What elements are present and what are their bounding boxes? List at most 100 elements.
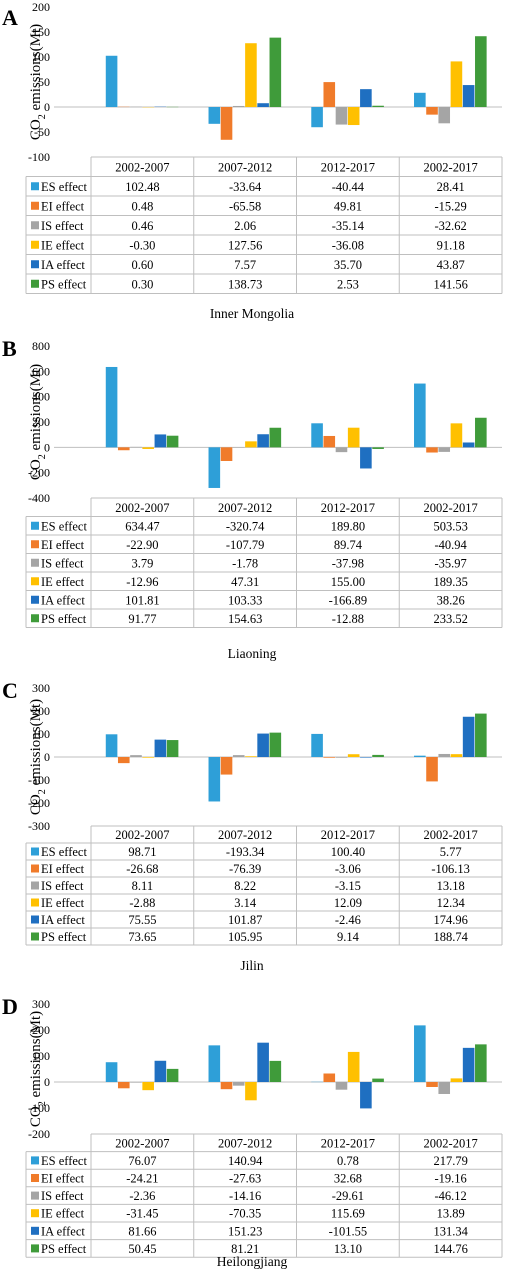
bar-ei-effect bbox=[221, 107, 233, 140]
table-value-cell: -70.35 bbox=[229, 1207, 261, 1221]
legend-swatch bbox=[31, 577, 39, 585]
bar-ie-effect bbox=[142, 757, 154, 758]
legend-entry: IA effect bbox=[41, 913, 85, 927]
table-value-cell: -166.89 bbox=[329, 593, 368, 607]
bar-ie-effect bbox=[348, 1052, 360, 1082]
table-value-cell: 154.63 bbox=[228, 612, 262, 626]
table-value-cell: -46.12 bbox=[434, 1189, 466, 1203]
panel-caption: Inner Mongolia bbox=[210, 306, 294, 321]
bar-ia-effect bbox=[360, 447, 372, 468]
table-value-cell: 174.96 bbox=[433, 913, 467, 927]
y-axis-title-part: emissions(Mt) bbox=[28, 1011, 44, 1101]
table-value-cell: 138.73 bbox=[228, 277, 262, 291]
table-header-cell: 2007-2012 bbox=[218, 1136, 272, 1150]
y-tick-label: 0 bbox=[44, 440, 50, 454]
bar-ie-effect bbox=[245, 1082, 257, 1100]
bar-ei-effect bbox=[426, 447, 438, 452]
table-value-cell: -12.88 bbox=[332, 612, 364, 626]
table-value-cell: 35.70 bbox=[334, 258, 362, 272]
legend-swatch bbox=[31, 241, 39, 249]
legend-swatch bbox=[31, 280, 39, 288]
table-value-cell: -2.46 bbox=[335, 913, 361, 927]
table-value-cell: -19.16 bbox=[434, 1172, 466, 1186]
bar-es-effect bbox=[414, 1025, 426, 1082]
bar-ia-effect bbox=[155, 1061, 167, 1082]
legend-swatch bbox=[31, 1227, 39, 1235]
legend-entry: EI effect bbox=[41, 862, 85, 876]
table-value-cell: 91.77 bbox=[128, 612, 156, 626]
bar-is-effect bbox=[336, 757, 348, 758]
legend-entry: EI effect bbox=[41, 538, 85, 552]
bar-es-effect bbox=[209, 447, 221, 488]
table-header-cell: 2012-2017 bbox=[321, 828, 375, 842]
legend-entry: PS effect bbox=[41, 1242, 87, 1256]
table-value-cell: 81.66 bbox=[128, 1224, 156, 1238]
y-axis-title-part: emissions(Mt) bbox=[28, 699, 44, 789]
table-value-cell: 105.95 bbox=[228, 930, 262, 944]
bar-ie-effect bbox=[451, 1078, 463, 1082]
legend-swatch bbox=[31, 596, 39, 604]
bar-is-effect bbox=[233, 1082, 245, 1086]
bar-is-effect bbox=[438, 1082, 450, 1094]
table-header-cell: 2002-2017 bbox=[424, 1136, 478, 1150]
table-value-cell: -101.55 bbox=[329, 1224, 368, 1238]
y-axis-title-part: emissions(Mt) bbox=[28, 364, 44, 454]
table-value-cell: -31.45 bbox=[126, 1207, 158, 1221]
bar-is-effect bbox=[130, 755, 142, 757]
legend-swatch bbox=[31, 1174, 39, 1182]
table-value-cell: -15.29 bbox=[434, 199, 466, 213]
table-header-cell: 2002-2007 bbox=[115, 1136, 169, 1150]
bar-ei-effect bbox=[221, 757, 233, 775]
bar-ps-effect bbox=[475, 36, 487, 107]
table-value-cell: -35.97 bbox=[434, 556, 466, 570]
table-value-cell: -65.58 bbox=[229, 199, 261, 213]
y-axis-title-part: CO bbox=[28, 459, 44, 480]
table-value-cell: 217.79 bbox=[433, 1154, 467, 1168]
bar-es-effect bbox=[106, 56, 118, 107]
bar-ps-effect bbox=[372, 447, 384, 449]
bar-ia-effect bbox=[463, 85, 475, 107]
bar-ia-effect bbox=[155, 740, 167, 757]
legend-swatch bbox=[31, 182, 39, 190]
bar-ia-effect bbox=[463, 717, 475, 757]
bar-ei-effect bbox=[118, 1082, 130, 1088]
table-value-cell: 103.33 bbox=[228, 593, 262, 607]
bar-ei-effect bbox=[426, 1082, 438, 1087]
bar-ei-effect bbox=[323, 1074, 335, 1082]
table-value-cell: -40.94 bbox=[434, 538, 467, 552]
panel-label: A bbox=[2, 5, 18, 30]
legend-entry: IA effect bbox=[41, 593, 85, 607]
bar-ia-effect bbox=[360, 1082, 372, 1108]
legend-swatch bbox=[31, 1209, 39, 1217]
table-value-cell: -320.74 bbox=[226, 519, 265, 533]
bar-ei-effect bbox=[118, 447, 130, 450]
bar-ia-effect bbox=[463, 1048, 475, 1082]
table-value-cell: 0.30 bbox=[131, 277, 153, 291]
bar-is-effect bbox=[233, 106, 245, 107]
bar-es-effect bbox=[209, 1045, 221, 1082]
table-header-cell: 2002-2007 bbox=[115, 828, 169, 842]
legend-entry: PS effect bbox=[41, 277, 87, 291]
bar-ie-effect bbox=[142, 447, 154, 449]
table-value-cell: 634.47 bbox=[125, 519, 159, 533]
table-value-cell: 2.06 bbox=[234, 219, 256, 233]
table-value-cell: 50.45 bbox=[128, 1242, 156, 1256]
bar-ie-effect bbox=[348, 428, 360, 448]
bar-ie-effect bbox=[451, 754, 463, 757]
table-value-cell: 0.46 bbox=[131, 219, 153, 233]
bar-ie-effect bbox=[245, 756, 257, 757]
table-value-cell: 32.68 bbox=[334, 1172, 362, 1186]
table-value-cell: 151.23 bbox=[228, 1224, 262, 1238]
bar-ia-effect bbox=[257, 734, 269, 757]
legend-entry: IE effect bbox=[41, 238, 85, 252]
legend-entry: IS effect bbox=[41, 879, 84, 893]
table-value-cell: -76.39 bbox=[229, 862, 261, 876]
table-value-cell: 0.60 bbox=[131, 258, 153, 272]
panel-caption: Liaoning bbox=[228, 646, 277, 661]
